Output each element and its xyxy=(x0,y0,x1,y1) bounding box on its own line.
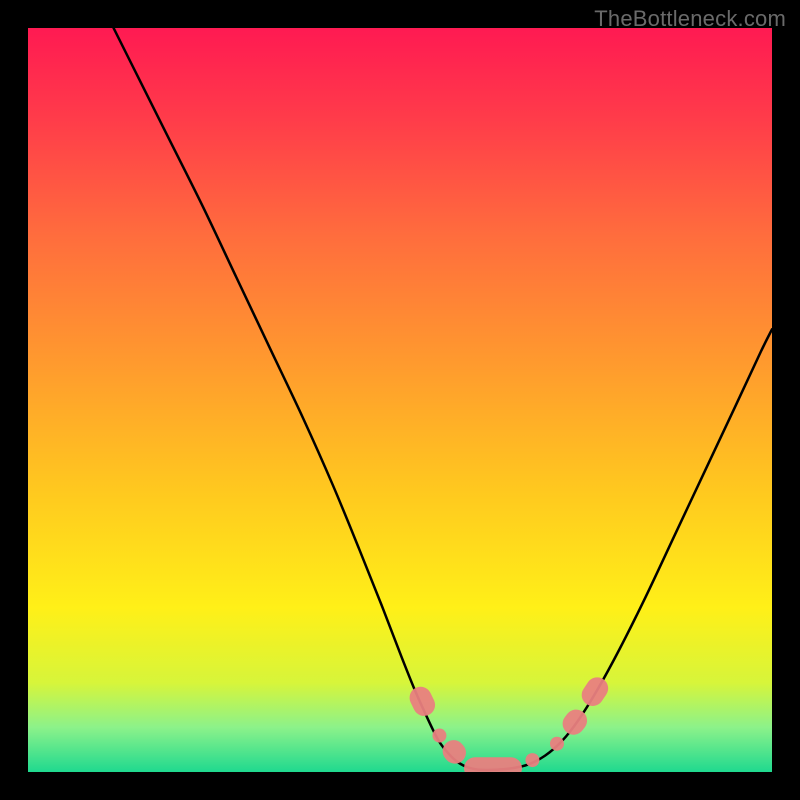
gradient-background xyxy=(28,28,772,772)
marker-dot xyxy=(525,753,539,767)
marker-dot xyxy=(550,737,564,751)
bottleneck-curve-chart xyxy=(0,0,800,800)
chart-stage: TheBottleneck.com xyxy=(0,0,800,800)
watermark-text: TheBottleneck.com xyxy=(594,6,786,32)
plot-area xyxy=(28,28,772,779)
marker-dot xyxy=(432,729,446,743)
